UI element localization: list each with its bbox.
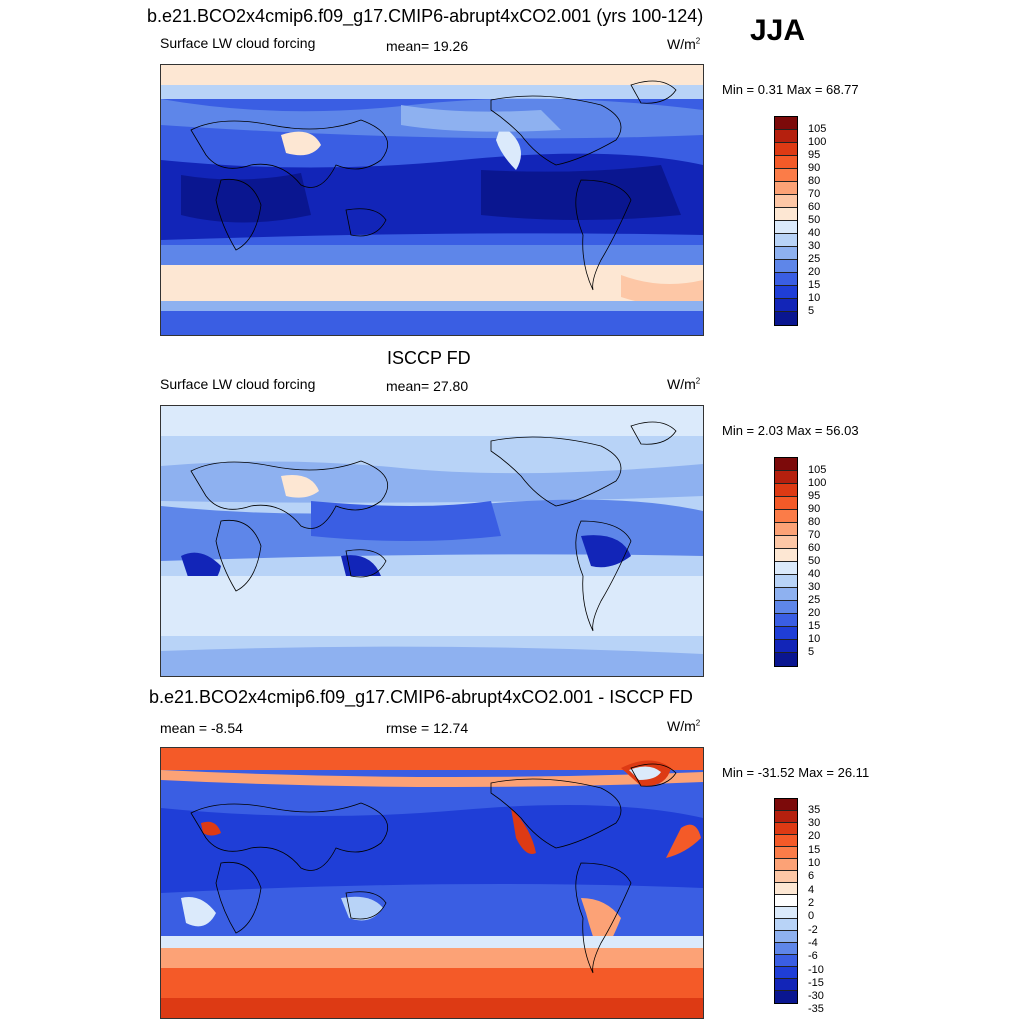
tick-label: -10 — [808, 964, 824, 976]
tick-label: -4 — [808, 937, 818, 949]
season-label: JJA — [750, 14, 806, 47]
panel1-map-field — [161, 65, 703, 335]
tick-label: 20 — [808, 830, 821, 842]
panel2-map — [160, 405, 704, 677]
tick-label: 6 — [808, 870, 815, 882]
tick-label: 70 — [808, 529, 821, 541]
tick-label: 10 — [808, 292, 821, 304]
tick-label: 40 — [808, 568, 821, 580]
tick-label: 40 — [808, 227, 821, 239]
panel3-rmse-label: rmse = 12.74 — [386, 720, 469, 736]
tick-label: 30 — [808, 240, 821, 252]
tick-label: 30 — [808, 581, 821, 593]
tick-label: 80 — [808, 516, 821, 528]
tick-label: 90 — [808, 503, 821, 515]
tick-label: 50 — [808, 555, 821, 567]
tick-label: -35 — [808, 1003, 824, 1015]
panel2-map-field — [161, 406, 703, 676]
panel3-title: b.e21.BCO2x4cmip6.f09_g17.CMIP6-abrupt4x… — [149, 687, 693, 707]
tick-label: 20 — [808, 607, 821, 619]
tick-label: 60 — [808, 542, 821, 554]
tick-label: 15 — [808, 844, 821, 856]
tick-label: 100 — [808, 477, 827, 489]
tick-label: 90 — [808, 162, 821, 174]
tick-label: 2 — [808, 897, 815, 909]
tick-label: 10 — [808, 857, 821, 869]
panel3-map-field — [161, 748, 703, 1018]
tick-label: -2 — [808, 924, 818, 936]
panel1-title: b.e21.BCO2x4cmip6.f09_g17.CMIP6-abrupt4x… — [147, 6, 704, 26]
tick-label: 95 — [808, 490, 821, 502]
panel2-minmax: Min = 2.03 Max = 56.03 — [722, 423, 859, 438]
tick-label: 4 — [808, 884, 815, 896]
panel3-units: W/m2 — [667, 718, 701, 734]
panel3-minmax: Min = -31.52 Max = 26.11 — [722, 765, 870, 780]
tick-label: 10 — [808, 633, 821, 645]
tick-label: 60 — [808, 201, 821, 213]
panel2-variable-label: Surface LW cloud forcing — [160, 376, 316, 392]
panel2-colorbar — [774, 457, 798, 667]
tick-label: 15 — [808, 279, 821, 291]
tick-label: 30 — [808, 817, 821, 829]
panel3-mean-label: mean = -8.54 — [160, 720, 243, 736]
tick-label: 5 — [808, 305, 815, 317]
tick-label: 80 — [808, 175, 821, 187]
tick-label: -15 — [808, 977, 824, 989]
panel2-title: ISCCP FD — [387, 348, 471, 368]
tick-label: 105 — [808, 123, 827, 135]
tick-label: 25 — [808, 594, 821, 606]
tick-label: 35 — [808, 804, 821, 816]
tick-label: -6 — [808, 950, 818, 962]
tick-label: 5 — [808, 646, 815, 658]
tick-label: 15 — [808, 620, 821, 632]
panel1-colorbar — [774, 116, 798, 326]
panel2-units: W/m2 — [667, 376, 701, 392]
panel1-units: W/m2 — [667, 36, 701, 52]
tick-label: 100 — [808, 136, 827, 148]
panel2-mean-label: mean= 27.80 — [386, 378, 469, 394]
tick-label: -30 — [808, 990, 824, 1002]
panel1-map — [160, 64, 704, 336]
tick-label: 70 — [808, 188, 821, 200]
tick-label: 0 — [808, 910, 815, 922]
panel1-mean-label: mean= 19.26 — [386, 38, 469, 54]
panel3-colorbar — [774, 798, 798, 1004]
tick-label: 50 — [808, 214, 821, 226]
tick-label: 105 — [808, 464, 827, 476]
tick-label: 20 — [808, 266, 821, 278]
panel3-map — [160, 747, 704, 1019]
panel1-minmax: Min = 0.31 Max = 68.77 — [722, 82, 859, 97]
tick-label: 25 — [808, 253, 821, 265]
panel1-variable-label: Surface LW cloud forcing — [160, 35, 316, 51]
tick-label: 95 — [808, 149, 821, 161]
